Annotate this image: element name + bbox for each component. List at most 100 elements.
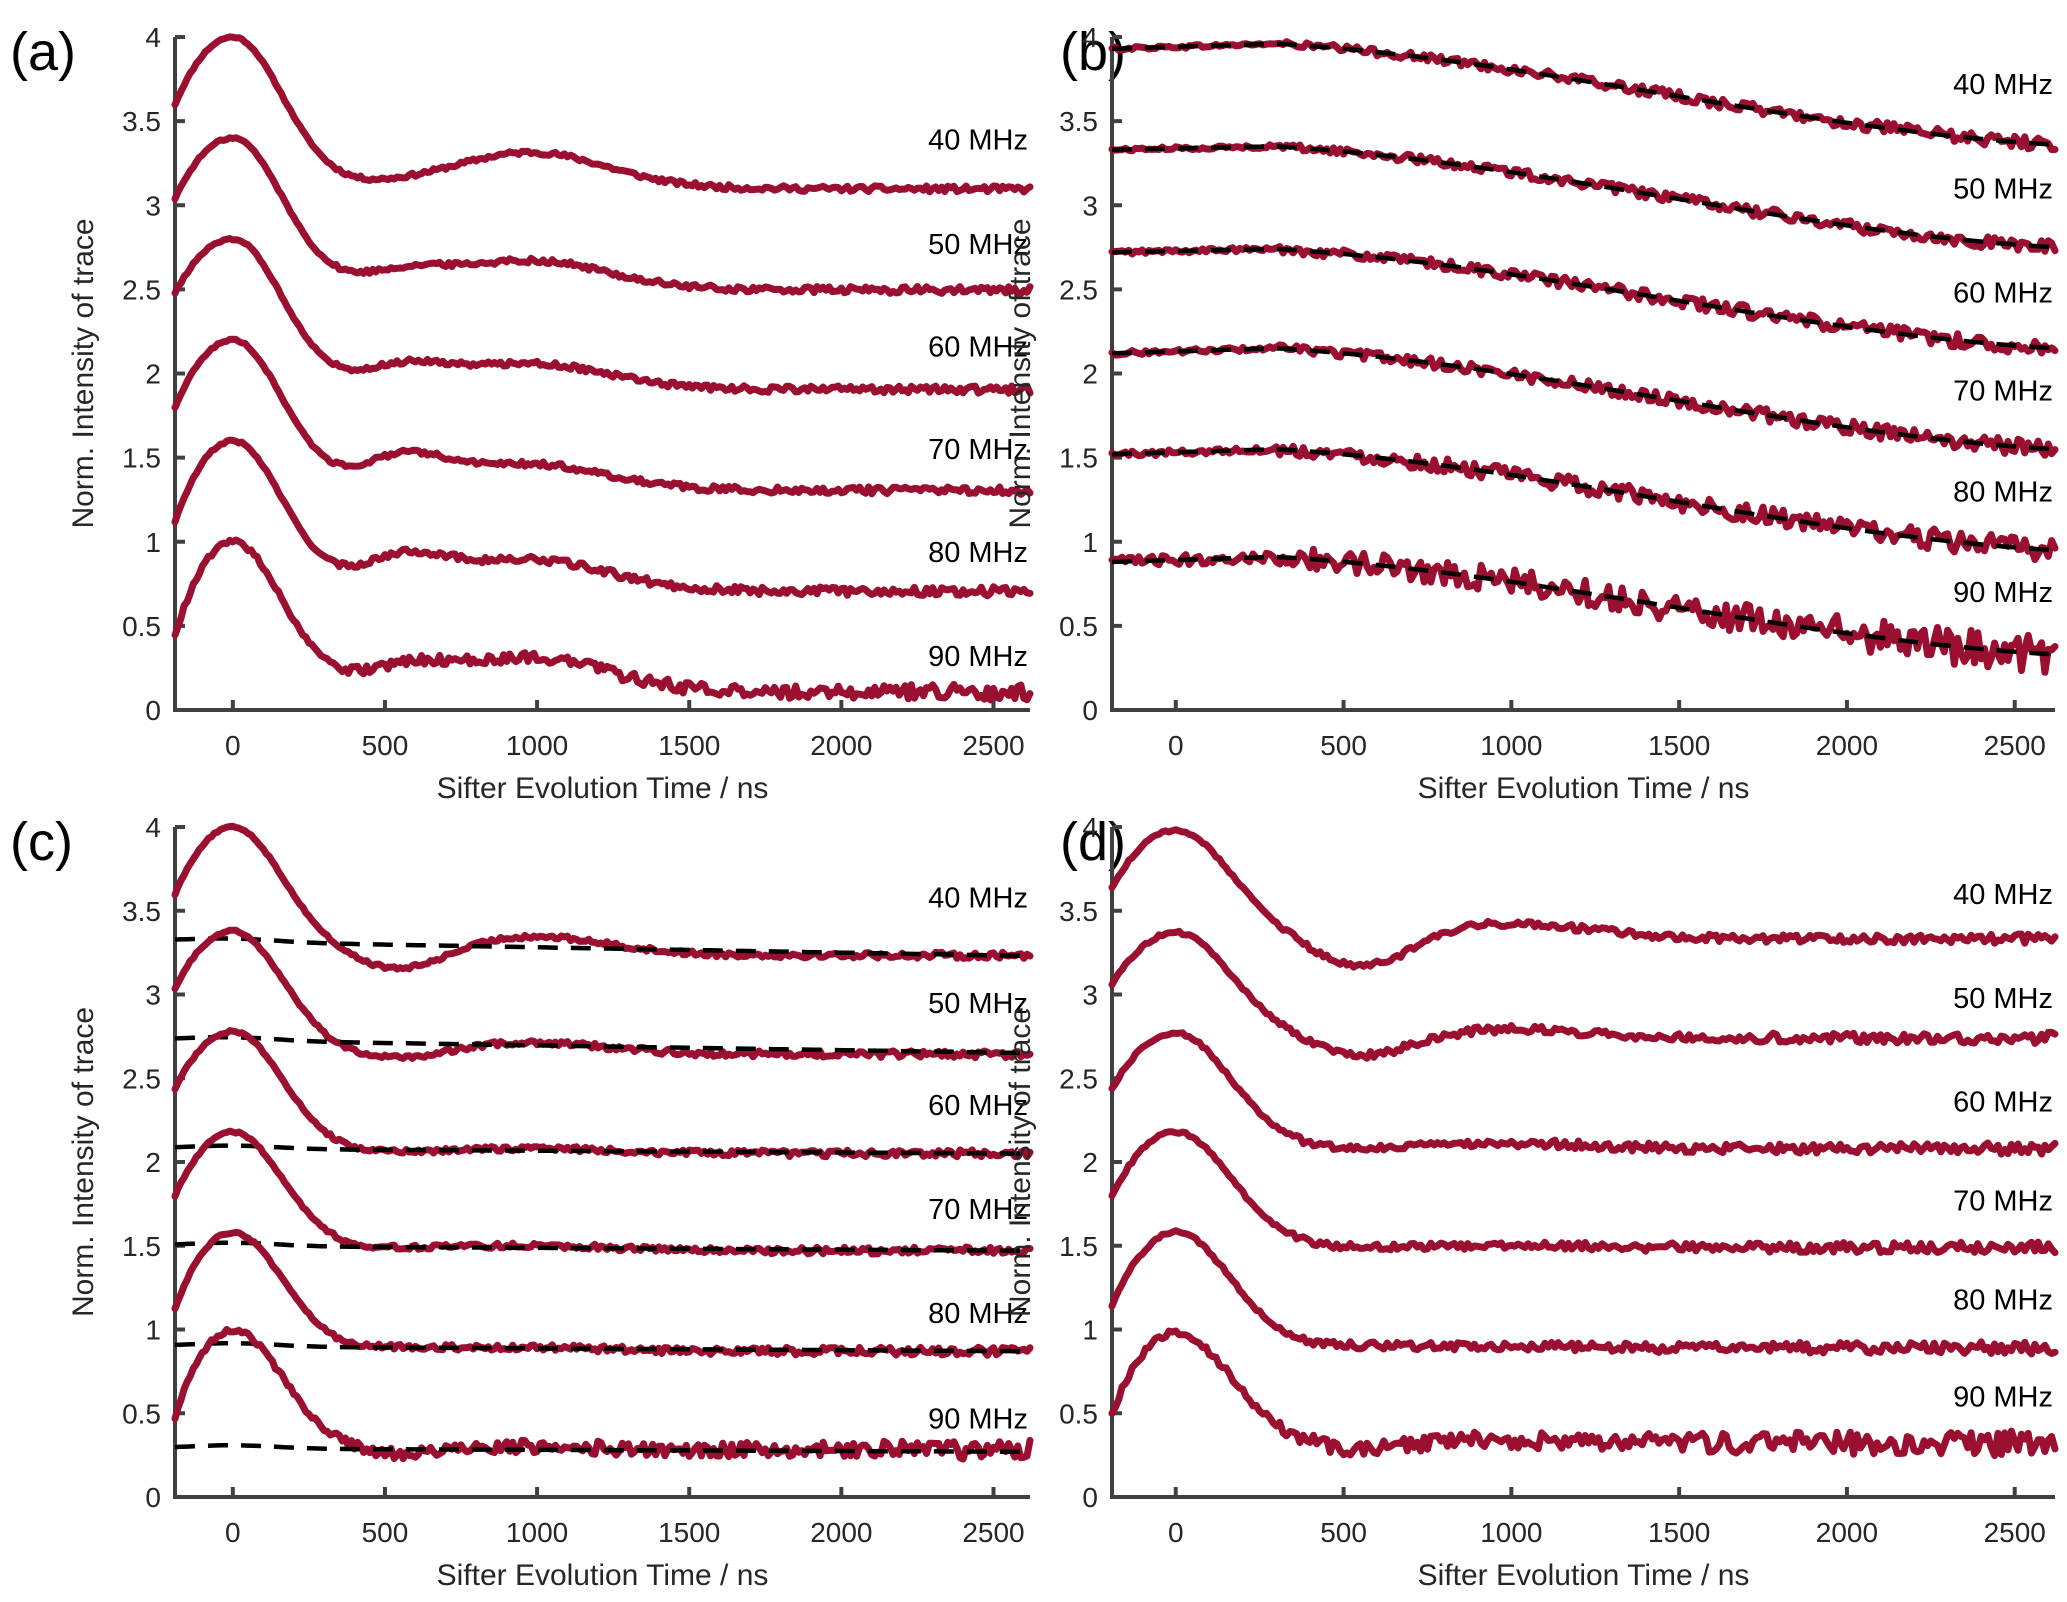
series-label: 80 MHz xyxy=(1953,476,2053,508)
x-tick-label: 0 xyxy=(225,730,241,761)
trace-line xyxy=(171,235,1034,397)
series-label: 40 MHz xyxy=(928,882,1028,914)
y-tick-label: 1.5 xyxy=(122,1231,161,1262)
series-label: 70 MHz xyxy=(928,434,1028,466)
x-tick-label: 500 xyxy=(362,1517,409,1548)
panel-letter: (c) xyxy=(10,812,73,872)
y-axis-title: Norm. Intensity of trace xyxy=(67,218,100,528)
x-axis-title: Sifter Evolution Time / ns xyxy=(1418,1559,1750,1592)
series-label: 90 MHz xyxy=(1953,1382,2053,1414)
x-tick-label: 1500 xyxy=(658,1517,720,1548)
fit-line xyxy=(1111,346,2052,452)
fit-line xyxy=(1111,246,2052,351)
x-axis-title: Sifter Evolution Time / ns xyxy=(437,1559,769,1592)
y-tick-label: 0.5 xyxy=(122,611,161,642)
series-label: 70 MHz xyxy=(928,1194,1028,1226)
x-tick-label: 1500 xyxy=(658,730,720,761)
trace-line xyxy=(1108,545,2059,676)
trace-line xyxy=(171,822,1034,973)
y-tick-label: 0 xyxy=(145,695,161,726)
y-tick-label: 2.5 xyxy=(1059,1063,1098,1094)
series-label: 80 MHz xyxy=(928,1298,1028,1330)
y-tick-label: 3.5 xyxy=(1059,896,1098,927)
trace-line xyxy=(171,536,1034,704)
y-tick-label: 1 xyxy=(145,1315,161,1346)
fit-line xyxy=(1111,554,2052,657)
y-tick-label: 1.5 xyxy=(122,443,161,474)
y-tick-label: 1 xyxy=(1082,527,1098,558)
y-axis-title: Norm. Intensity of trace xyxy=(1004,218,1037,528)
x-tick-label: 2500 xyxy=(962,1517,1024,1548)
trace-line xyxy=(171,436,1034,600)
y-tick-label: 0 xyxy=(1082,1482,1098,1513)
y-tick-label: 1.5 xyxy=(1059,443,1098,474)
y-tick-label: 4 xyxy=(145,812,161,843)
x-tick-label: 1000 xyxy=(506,1517,568,1548)
x-tick-label: 500 xyxy=(1320,1517,1367,1548)
x-tick-label: 1000 xyxy=(506,730,568,761)
series-label: 60 MHz xyxy=(928,1090,1028,1122)
panel-b: (b) 0 0.5 1 1.5 2 2.5 3 3.5 4 0 500 1000 1500 2000 2500… xyxy=(1004,22,2059,805)
y-tick-label: 4 xyxy=(145,22,161,53)
fit-line xyxy=(174,936,1028,959)
panel-a: (a) 0 0.5 1 1.5 2 2.5 3 3.5 4 0 500 1000 1500 2000 2500… xyxy=(10,22,1034,805)
y-tick-label: 3 xyxy=(145,980,161,1011)
y-tick-label: 2 xyxy=(1082,359,1098,390)
y-tick-label: 2 xyxy=(1082,1147,1098,1178)
trace-line xyxy=(171,335,1034,498)
y-tick-label: 2 xyxy=(145,359,161,390)
y-axis-title: Norm. Intensity of trace xyxy=(1004,1007,1037,1317)
y-tick-label: 4 xyxy=(1082,812,1098,843)
y-tick-label: 3 xyxy=(1082,980,1098,1011)
panel-d: (d) 0 0.5 1 1.5 2 2.5 3 3.5 4 0 500 1000 1500 2000 2500… xyxy=(1004,812,2059,1592)
fit-line xyxy=(174,1143,1027,1156)
x-tick-label: 2500 xyxy=(962,730,1024,761)
y-tick-label: 1 xyxy=(1082,1315,1098,1346)
trace-line xyxy=(171,134,1034,298)
x-tick-label: 0 xyxy=(1168,730,1184,761)
fit-line xyxy=(1111,41,2052,147)
y-tick-label: 3.5 xyxy=(122,106,161,137)
series-label: 40 MHz xyxy=(1953,879,2053,911)
y-tick-label: 3.5 xyxy=(1059,106,1098,137)
y-tick-label: 2.5 xyxy=(122,1063,161,1094)
x-tick-label: 500 xyxy=(1320,730,1367,761)
y-tick-label: 1 xyxy=(145,527,161,558)
panel-letter: (b) xyxy=(1060,22,1126,82)
series-label: 40 MHz xyxy=(928,125,1028,157)
x-tick-label: 2000 xyxy=(1816,1517,1878,1548)
y-tick-label: 1.5 xyxy=(1059,1231,1098,1262)
x-tick-label: 2000 xyxy=(810,1517,872,1548)
trace-line xyxy=(1108,1029,2059,1158)
fit-line xyxy=(174,1340,1028,1354)
fit-line xyxy=(174,1034,1028,1056)
y-tick-label: 2 xyxy=(145,1147,161,1178)
y-tick-label: 4 xyxy=(1082,22,1098,53)
x-tick-label: 1000 xyxy=(1480,730,1542,761)
fit-line xyxy=(174,1240,1028,1254)
trace-line xyxy=(1108,341,2059,459)
panel-c: (c) 0 0.5 1 1.5 2 2.5 3 3.5 4 0 500 1000 1500 2000 2500… xyxy=(10,812,1034,1592)
trace-line xyxy=(1108,826,2059,971)
x-tick-label: 2000 xyxy=(1816,730,1878,761)
x-axis-title: Sifter Evolution Time / ns xyxy=(1418,772,1750,805)
series-label: 80 MHz xyxy=(928,537,1028,569)
y-tick-label: 0.5 xyxy=(122,1398,161,1429)
x-tick-label: 1500 xyxy=(1648,730,1710,761)
series-label: 90 MHz xyxy=(928,1403,1028,1435)
fit-line xyxy=(1111,144,2052,250)
x-tick-label: 2500 xyxy=(1984,730,2046,761)
y-tick-label: 3.5 xyxy=(122,896,161,927)
trace-line xyxy=(1108,141,2059,255)
series-label: 60 MHz xyxy=(928,332,1028,364)
y-tick-label: 0 xyxy=(1082,695,1098,726)
series-label: 50 MHz xyxy=(928,988,1028,1020)
x-tick-label: 2500 xyxy=(1984,1517,2046,1548)
trace-line xyxy=(171,1326,1034,1463)
trace-line xyxy=(1108,927,2059,1062)
trace-line xyxy=(1108,442,2059,563)
series-label: 40 MHz xyxy=(1953,69,2053,101)
y-tick-label: 3 xyxy=(145,190,161,221)
series-label: 50 MHz xyxy=(1953,173,2053,205)
